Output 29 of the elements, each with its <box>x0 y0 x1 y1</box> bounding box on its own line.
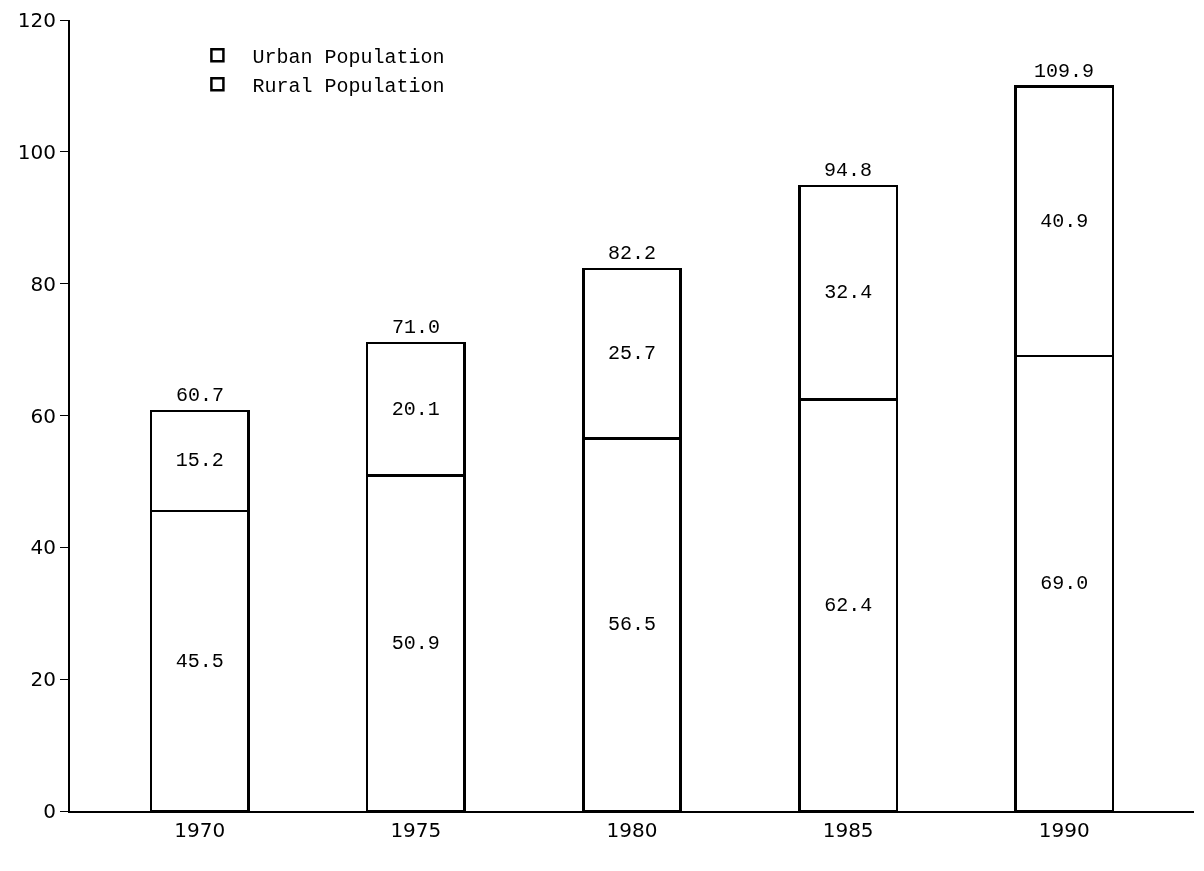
total-label: 60.7 <box>176 384 225 407</box>
x-tick-label: 1980 <box>606 818 658 842</box>
data-label: 15.2 <box>175 449 224 473</box>
data-label: 56.5 <box>607 613 657 637</box>
x-tick-label: 1970 <box>174 818 226 842</box>
data-label: 25.7 <box>607 342 657 366</box>
data-label: 40.9 <box>1040 209 1089 233</box>
total-label: 109.9 <box>1034 60 1095 83</box>
total-label: 82.2 <box>608 242 657 265</box>
y-tick-label: 0 <box>43 799 56 823</box>
total-label: 94.8 <box>824 159 873 182</box>
legend-label: Rural Population <box>252 75 445 99</box>
legend-label: Urban Population <box>252 46 445 70</box>
y-tick-label: 40 <box>30 535 56 560</box>
data-label: 50.9 <box>391 631 440 655</box>
data-label: 45.5 <box>175 649 224 673</box>
data-label: 32.4 <box>824 281 873 305</box>
y-tick-label: 100 <box>17 139 56 164</box>
x-tick-label: 1990 <box>1038 818 1090 842</box>
x-tick-label: 1985 <box>822 818 874 842</box>
total-label: 71.0 <box>392 316 441 339</box>
y-tick-label: 60 <box>30 403 56 428</box>
data-label: 69.0 <box>1040 572 1089 596</box>
y-tick-label: 20 <box>30 667 56 692</box>
x-tick-label: 1975 <box>390 818 442 842</box>
y-tick-label: 80 <box>30 271 56 296</box>
data-label: 62.4 <box>824 593 873 617</box>
data-label: 20.1 <box>391 397 440 421</box>
y-tick-label: 120 <box>17 8 56 32</box>
